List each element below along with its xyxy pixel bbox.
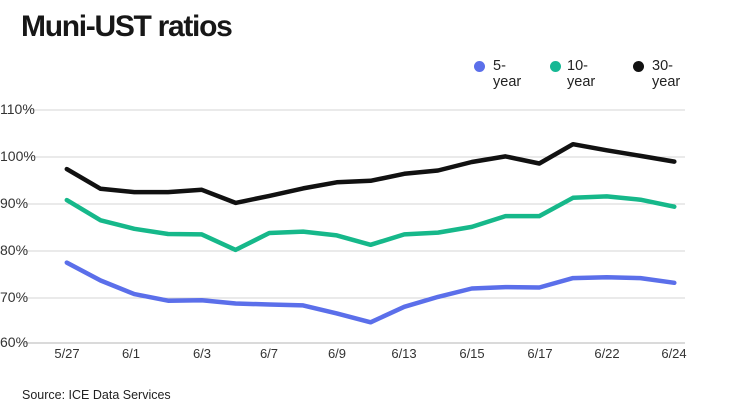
svg-text:6/17: 6/17 [527,346,552,361]
svg-text:100%: 100% [0,148,36,164]
svg-text:6/9: 6/9 [328,346,346,361]
svg-text:110%: 110% [0,101,35,117]
svg-text:6/15: 6/15 [459,346,484,361]
svg-text:6/1: 6/1 [122,346,140,361]
svg-text:80%: 80% [0,242,28,258]
svg-text:6/3: 6/3 [193,346,211,361]
svg-text:60%: 60% [0,334,28,350]
svg-text:6/13: 6/13 [391,346,416,361]
svg-text:6/22: 6/22 [594,346,619,361]
svg-text:6/24: 6/24 [661,346,686,361]
svg-text:6/7: 6/7 [260,346,278,361]
svg-text:70%: 70% [0,289,28,305]
svg-text:90%: 90% [0,195,28,211]
svg-text:5/27: 5/27 [54,346,79,361]
